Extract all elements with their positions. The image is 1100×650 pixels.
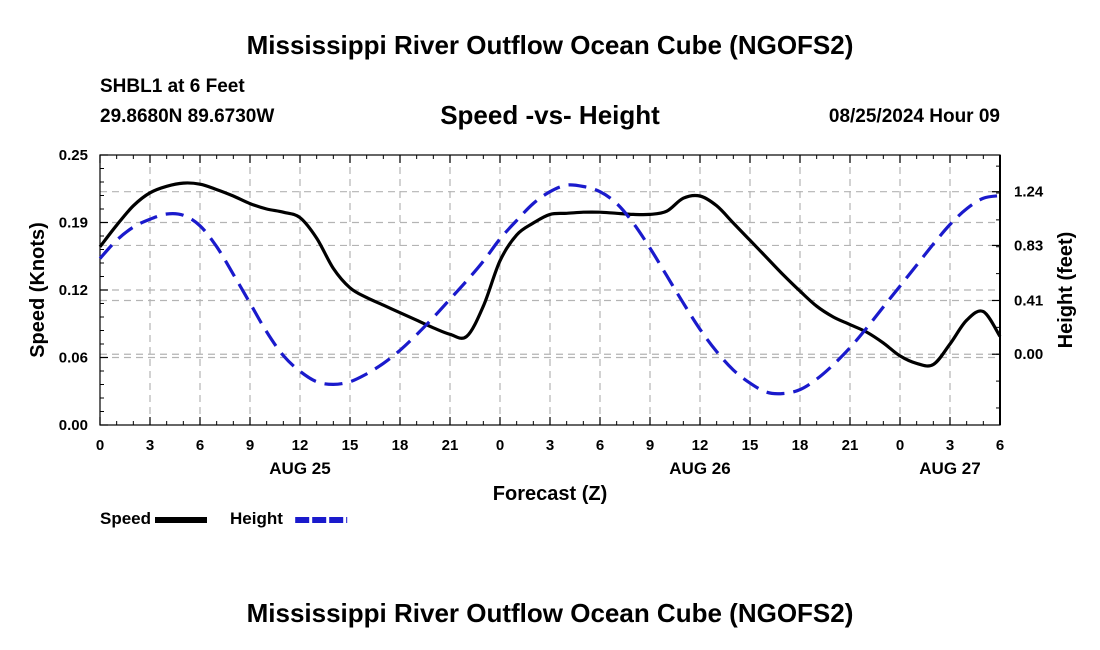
x-tick-label: 0 xyxy=(96,437,104,454)
y2-tick-label: 0.41 xyxy=(1014,292,1043,309)
station-coordinates: 29.8680N 89.6730W xyxy=(100,106,275,127)
y2-tick-label: 0.00 xyxy=(1014,346,1043,363)
y-tick-label: 0.00 xyxy=(59,417,88,434)
x-tick-label: 3 xyxy=(546,437,554,454)
x-tick-labels: 0 3 6 9 12 15 18 21 0 3 6 9 12 15 18 21 0 3 6 xyxy=(96,437,1004,454)
date-label: AUG 26 xyxy=(669,459,730,478)
x-tick-label: 6 xyxy=(196,437,204,454)
y2-tick-label: 1.24 xyxy=(1014,184,1044,201)
minor-ticks xyxy=(99,154,1001,426)
y-tick-label: 0.06 xyxy=(59,350,88,367)
legend: Speed Height xyxy=(100,509,348,528)
legend-label-speed: Speed xyxy=(100,509,151,528)
x-tick-label: 18 xyxy=(392,437,409,454)
legend-label-height: Height xyxy=(230,509,283,528)
chart-subtitle: Speed -vs- Height xyxy=(440,100,660,130)
x-tick-label: 15 xyxy=(742,437,759,454)
x-tick-label: 3 xyxy=(146,437,154,454)
x-axis-label: Forecast (Z) xyxy=(493,483,607,505)
x-tick-label: 9 xyxy=(646,437,654,454)
series-line-speed xyxy=(98,181,1002,368)
x-tick-label: 0 xyxy=(896,437,904,454)
y2-tick-labels: 0.00 0.41 0.83 1.24 xyxy=(1014,184,1044,364)
x-tick-label: 3 xyxy=(946,437,954,454)
x-tick-label: 18 xyxy=(792,437,809,454)
x-tick-label: 9 xyxy=(246,437,254,454)
station-label: SHBL1 at 6 Feet xyxy=(100,76,245,97)
y-tick-label: 0.19 xyxy=(59,215,88,232)
y-axis-label: Speed (Knots) xyxy=(27,222,49,358)
y2-tick-label: 0.83 xyxy=(1014,237,1043,254)
date-label: AUG 27 xyxy=(919,459,980,478)
series-line-height xyxy=(98,183,1001,396)
forecast-datetime: 08/25/2024 Hour 09 xyxy=(828,106,1000,127)
x-tick-label: 21 xyxy=(842,437,859,454)
x-tick-label: 6 xyxy=(996,437,1004,454)
series-layer xyxy=(98,181,1002,396)
grid-lines xyxy=(99,154,1001,426)
y2-axis-label: Height (feet) xyxy=(1055,232,1077,349)
y-tick-label: 0.25 xyxy=(59,147,88,164)
chart-title: Mississippi River Outflow Ocean Cube (NG… xyxy=(246,30,854,60)
x-tick-label: 21 xyxy=(442,437,459,454)
x-tick-label: 12 xyxy=(692,437,709,454)
y-tick-label: 0.12 xyxy=(59,282,88,299)
x-tick-label: 6 xyxy=(596,437,604,454)
x-tick-label: 12 xyxy=(292,437,309,454)
y-tick-labels: 0.00 0.06 0.12 0.19 0.25 xyxy=(59,147,88,434)
x-tick-label: 0 xyxy=(496,437,504,454)
date-labels: AUG 25 AUG 26 AUG 27 xyxy=(269,459,980,478)
date-label: AUG 25 xyxy=(269,459,330,478)
x-tick-label: 15 xyxy=(342,437,359,454)
footer-title: Mississippi River Outflow Ocean Cube (NG… xyxy=(246,598,854,628)
